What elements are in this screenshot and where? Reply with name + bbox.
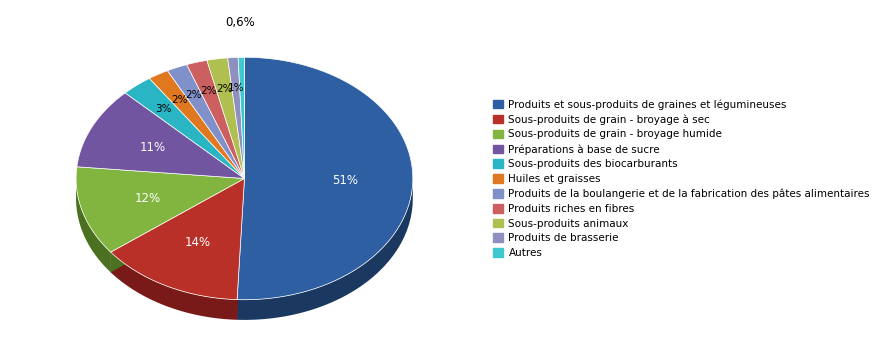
- Text: 1%: 1%: [228, 83, 244, 93]
- Text: 3%: 3%: [155, 104, 172, 114]
- Polygon shape: [237, 57, 413, 300]
- Polygon shape: [77, 93, 244, 178]
- Polygon shape: [111, 178, 244, 272]
- Polygon shape: [238, 57, 244, 178]
- Polygon shape: [111, 178, 244, 272]
- Polygon shape: [125, 79, 244, 178]
- Polygon shape: [76, 167, 244, 252]
- Legend: Produits et sous-produits de graines et légumineuses, Sous-produits de grain - b: Produits et sous-produits de graines et …: [490, 96, 873, 261]
- Polygon shape: [149, 71, 244, 178]
- Text: 2%: 2%: [172, 95, 188, 105]
- Polygon shape: [168, 65, 244, 178]
- Text: 2%: 2%: [186, 90, 203, 100]
- Text: 51%: 51%: [333, 174, 359, 187]
- Polygon shape: [207, 58, 244, 178]
- Text: 12%: 12%: [134, 192, 161, 205]
- Polygon shape: [237, 178, 413, 320]
- Polygon shape: [237, 178, 244, 320]
- Polygon shape: [228, 57, 244, 178]
- Text: 2%: 2%: [201, 86, 217, 96]
- Polygon shape: [187, 60, 244, 178]
- Text: 2%: 2%: [216, 84, 232, 94]
- Polygon shape: [111, 178, 244, 300]
- Polygon shape: [111, 252, 237, 320]
- Text: 11%: 11%: [140, 141, 166, 154]
- Polygon shape: [76, 177, 111, 272]
- Text: 0,6%: 0,6%: [226, 16, 256, 29]
- Text: 14%: 14%: [185, 236, 210, 250]
- Polygon shape: [237, 178, 244, 320]
